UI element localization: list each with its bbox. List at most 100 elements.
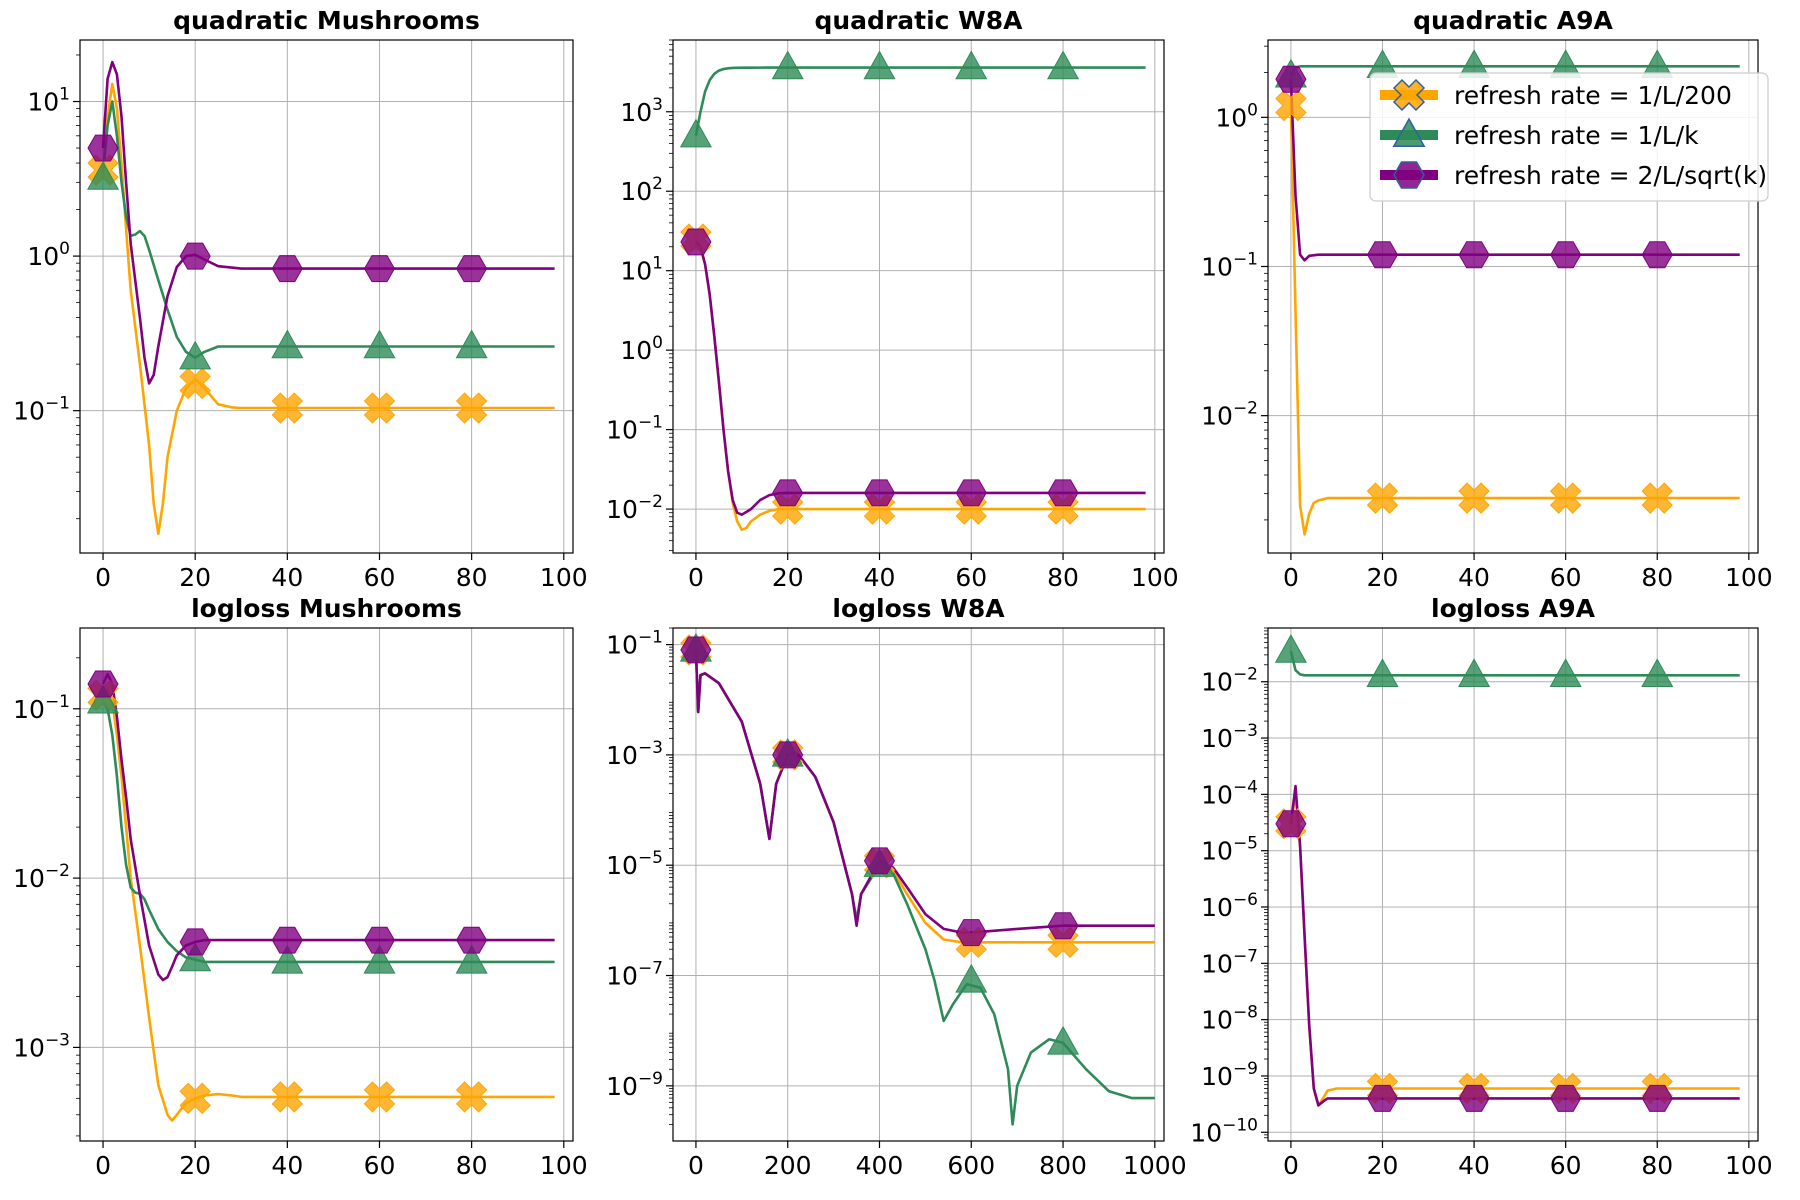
y-tick-label: 10−4 <box>1201 777 1258 809</box>
y-tick-label: 10−3 <box>13 1030 70 1062</box>
x-tick-label: 20 <box>1367 1151 1399 1180</box>
axes-frame <box>1267 39 1759 554</box>
series-3-marker <box>1366 1084 1399 1112</box>
x-tick-label: 40 <box>1458 563 1490 592</box>
x-tick-label: 0 <box>1283 1151 1299 1180</box>
legend-label: refresh rate = 1/L/k <box>1454 121 1699 150</box>
subplot-4: 10−1 10−2 10−3 0 20 40 60 80 100 logloss Mushroom… <box>13 594 588 1180</box>
series-2-marker <box>271 944 304 974</box>
series-line-1 <box>1289 793 1740 1107</box>
y-tick-label: 10−3 <box>606 738 663 770</box>
x-tick-label: 20 <box>179 563 211 592</box>
legend: refresh rate = 1/L/200 refresh rate = 1/L… <box>1369 72 1769 202</box>
series-2-marker <box>455 944 488 974</box>
axes-frame <box>672 39 1165 554</box>
y-tick-label: 100 <box>620 333 663 365</box>
series-line-2 <box>694 649 1155 1126</box>
series-3-marker <box>955 919 987 947</box>
series-3-marker <box>1641 241 1673 269</box>
series-line-2 <box>101 701 555 964</box>
series-1-marker <box>1641 482 1673 514</box>
legend-marker <box>1392 78 1426 112</box>
series-1-marker <box>1275 89 1307 122</box>
legend-label: refresh rate = 1/L/200 <box>1454 81 1732 110</box>
series-line-3 <box>694 649 1155 934</box>
series-1-marker <box>179 1082 211 1115</box>
y-tick-label: 10−2 <box>1201 399 1258 431</box>
series-3-marker <box>271 255 303 283</box>
series-3-marker <box>1047 479 1079 507</box>
x-tick-label: 80 <box>456 1151 488 1180</box>
y-tick-label: 102 <box>620 174 663 206</box>
y-tick-label: 10−1 <box>606 413 663 445</box>
y-tick-label: 10−9 <box>1201 1059 1258 1091</box>
series-2-marker <box>1046 1025 1080 1055</box>
axes-frame <box>79 39 574 554</box>
x-tick-label: 60 <box>1550 1151 1582 1180</box>
series-2-marker <box>1274 634 1307 663</box>
x-tick-label: 20 <box>772 563 804 592</box>
series-3-marker <box>1550 241 1582 269</box>
series-3-marker <box>179 242 211 270</box>
series-3-marker <box>456 926 488 954</box>
series-3-marker <box>456 255 488 283</box>
series-line-2 <box>101 100 555 359</box>
x-tick-label: 400 <box>856 1151 904 1180</box>
x-tick-label: 40 <box>864 563 896 592</box>
x-tick-label: 40 <box>1458 1151 1490 1180</box>
y-tick-label: 10−3 <box>1201 721 1258 753</box>
subplot-title: quadratic W8A <box>814 6 1023 35</box>
series-line-2 <box>1289 650 1740 677</box>
y-tick-label: 10−6 <box>1201 890 1258 922</box>
series-2-marker <box>955 963 988 993</box>
series-3-marker <box>87 670 119 698</box>
series-1-marker <box>363 1081 396 1113</box>
subplot-2: 103 102 101 100 10−1 10−2 0 20 40 60 80 100 quadrati… <box>606 6 1179 592</box>
series-2-marker <box>86 160 120 190</box>
series-1-marker <box>1549 482 1582 514</box>
series-3-marker <box>772 741 804 769</box>
plot-area <box>86 670 555 1122</box>
x-tick-label: 0 <box>688 1151 704 1180</box>
y-tick-label: 10−10 <box>1190 1115 1258 1147</box>
series-3-marker <box>955 479 987 507</box>
series-line-3 <box>101 60 555 385</box>
y-tick-label: 10−2 <box>1201 665 1258 697</box>
x-tick-label: 80 <box>456 563 488 592</box>
y-tick-label: 10−5 <box>606 848 663 880</box>
subplot-title: logloss W8A <box>832 594 1005 623</box>
series-3-marker <box>863 847 896 875</box>
subplot-6: 10−2 10−3 10−4 10−5 10−6 10−7 10−8 10−9 10−10 0 20… <box>1190 594 1772 1180</box>
axes-frame <box>672 627 1165 1142</box>
legend-box <box>1369 72 1769 202</box>
series-2-marker <box>179 340 212 370</box>
plot-area <box>679 50 1146 531</box>
x-tick-label: 100 <box>540 563 588 592</box>
series-3-marker <box>1550 1084 1582 1112</box>
x-tick-label: 60 <box>955 563 987 592</box>
series-1-marker <box>363 392 396 424</box>
x-tick-label: 100 <box>1725 1151 1773 1180</box>
x-tick-label: 80 <box>1641 563 1673 592</box>
x-tick-label: 80 <box>1641 1151 1673 1180</box>
series-3-marker <box>87 134 119 162</box>
y-tick-label: 10−5 <box>1201 834 1258 866</box>
series-line-1 <box>101 688 555 1122</box>
y-tick-label: 10−1 <box>13 394 70 426</box>
series-1-marker <box>455 1081 488 1113</box>
y-tick-label: 10−1 <box>13 692 70 724</box>
series-3-marker <box>863 479 896 507</box>
series-2-marker <box>1641 658 1674 688</box>
series-3-marker <box>680 636 712 664</box>
axes-frame <box>1267 627 1759 1142</box>
y-tick-label: 10−9 <box>606 1069 663 1101</box>
series-2-marker <box>1549 658 1582 688</box>
axes-frame <box>79 627 574 1142</box>
y-tick-label: 101 <box>620 254 663 286</box>
series-2-marker <box>955 50 988 80</box>
series-line-1 <box>694 238 1146 531</box>
x-tick-label: 100 <box>540 1151 588 1180</box>
series-1-marker <box>271 392 304 424</box>
series-2-marker <box>271 329 304 359</box>
